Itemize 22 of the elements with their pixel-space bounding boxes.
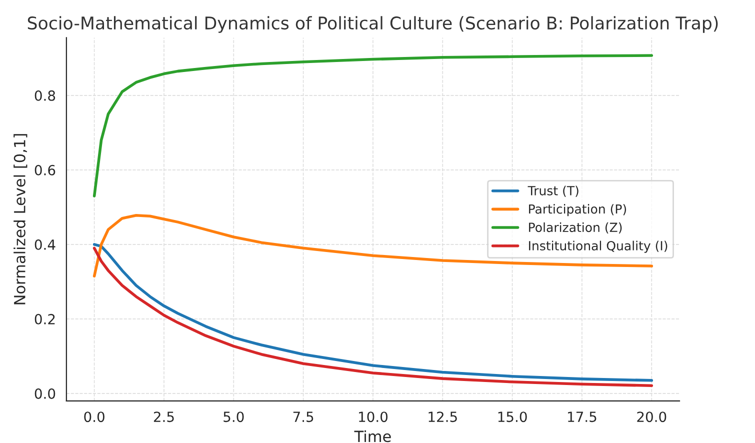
legend-label: Trust (T) bbox=[528, 186, 578, 197]
x-tick-label: 15.0 bbox=[498, 412, 527, 422]
y-axis-title: Normalized Level [0,1] bbox=[14, 134, 28, 304]
legend-label: Polarization (Z) bbox=[529, 222, 622, 234]
x-tick-label: 20.0 bbox=[637, 412, 666, 422]
x-tick-label: 2.5 bbox=[154, 412, 174, 422]
y-tick-label: 0.8 bbox=[34, 90, 56, 101]
x-tick-label: 0.0 bbox=[84, 412, 104, 422]
x-tick-label: 7.5 bbox=[293, 412, 314, 422]
x-axis-title: Time bbox=[354, 430, 391, 442]
y-tick-label: 0.6 bbox=[34, 164, 56, 176]
legend-label: Institutional Quality (I) bbox=[529, 240, 668, 253]
x-tick-label: 12.5 bbox=[428, 412, 457, 422]
y-tick-label: 0.2 bbox=[34, 314, 55, 324]
chart-title: Socio-Mathematical Dynamics of Political Culture (Scenario B: Polarization Trap) bbox=[28, 16, 718, 33]
y-tick-label: 0.4 bbox=[34, 239, 56, 250]
x-tick-label: 10.0 bbox=[359, 412, 388, 422]
line-series bbox=[92, 54, 654, 198]
x-tick-label: 17.5 bbox=[568, 412, 596, 422]
legend-label: Participation (P) bbox=[529, 204, 626, 216]
y-tick-label: 0.0 bbox=[34, 388, 56, 399]
x-tick-label: 5.0 bbox=[224, 412, 244, 422]
